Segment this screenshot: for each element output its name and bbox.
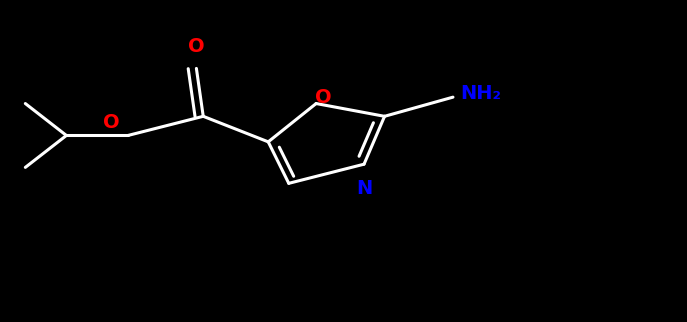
Text: O: O xyxy=(188,37,205,56)
Text: N: N xyxy=(356,179,372,198)
Text: NH₂: NH₂ xyxy=(460,84,501,103)
Text: O: O xyxy=(315,88,331,107)
Text: O: O xyxy=(102,113,119,132)
